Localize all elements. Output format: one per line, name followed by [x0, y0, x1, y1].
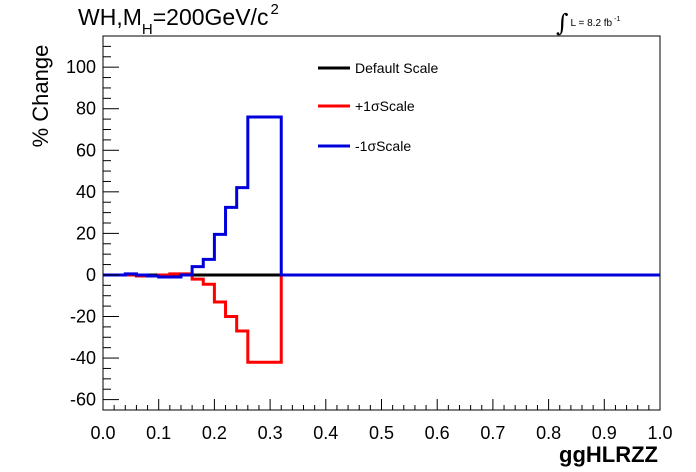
y-tick-label: 40 [76, 182, 96, 202]
plot-frame [102, 35, 661, 411]
y-tick-label: -60 [70, 390, 96, 410]
y-tick-label: -40 [70, 348, 96, 368]
legend-label: +1σScale [355, 98, 415, 114]
title-subscript: H [141, 21, 153, 38]
x-tick-label: 0.0 [90, 423, 115, 443]
y-axis-label: % Change [28, 45, 53, 148]
x-tick-label: 0.7 [480, 423, 505, 443]
series-line-2 [103, 115, 660, 279]
x-tick-label: 0.8 [536, 423, 561, 443]
y-axis: -60 -40 -20 0 20 40 60 80 100 [66, 35, 119, 411]
x-tick-label: 0.4 [313, 423, 338, 443]
x-tick-label: 0.5 [369, 423, 394, 443]
legend-label: Default Scale [355, 60, 438, 76]
y-tick-label: 100 [66, 57, 96, 77]
y-tick-label: 0 [86, 265, 96, 285]
legend: Default Scale +1σScale -1σScale [318, 60, 438, 154]
luminosity-text: L = 8.2 fb [570, 18, 613, 29]
x-tick-label: 1.0 [647, 423, 672, 443]
x-tick-label: 0.1 [146, 423, 171, 443]
y-tick-label: 80 [76, 99, 96, 119]
x-axis: 0.0 0.1 0.2 0.3 0.4 0.5 0.6 0.7 0.8 0.9 1.0 [90, 399, 673, 443]
x-tick-label: 0.9 [592, 423, 617, 443]
y-tick-label: -20 [70, 307, 96, 327]
luminosity-superscript: -1 [614, 16, 621, 23]
luminosity-label: ∫ L = 8.2 fb -1 [556, 9, 621, 38]
x-axis-label: ggHLRZZ [559, 442, 658, 467]
title-main: WH,M [78, 4, 142, 30]
integral-symbol: ∫ [556, 9, 569, 37]
plot-area [103, 115, 660, 364]
x-tick-label: 0.6 [425, 423, 450, 443]
y-tick-label: 60 [76, 140, 96, 160]
legend-label: -1σScale [355, 138, 411, 154]
x-tick-label: 0.3 [258, 423, 283, 443]
x-tick-label: 0.2 [202, 423, 227, 443]
y-tick-label: 20 [76, 223, 96, 243]
title-superscript: 2 [270, 1, 279, 18]
chart-title: WH,MH=200GeV/c 2 [78, 1, 279, 38]
title-rest: =200GeV/c [152, 4, 269, 30]
